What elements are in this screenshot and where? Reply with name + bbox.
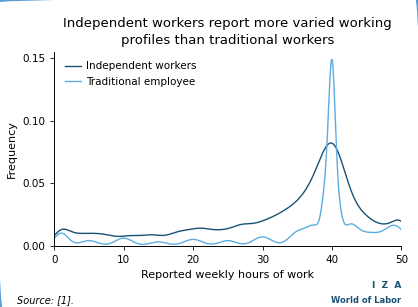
- Independent workers: [328, 141, 333, 145]
- Traditional employee: [399, 228, 404, 231]
- Traditional employee: [329, 57, 334, 61]
- Traditional employee: [212, 242, 217, 246]
- Text: World of Labor: World of Labor: [331, 296, 401, 305]
- Independent workers: [69, 230, 74, 234]
- Line: Traditional employee: Traditional employee: [54, 59, 401, 244]
- X-axis label: Reported weekly hours of work: Reported weekly hours of work: [141, 270, 314, 280]
- Line: Independent workers: Independent workers: [54, 143, 401, 236]
- Independent workers: [212, 228, 217, 231]
- Traditional employee: [389, 224, 394, 227]
- Traditional employee: [221, 239, 226, 243]
- Independent workers: [325, 143, 330, 146]
- Traditional employee: [325, 127, 330, 130]
- Text: I  Z  A: I Z A: [372, 281, 401, 290]
- Traditional employee: [389, 224, 394, 227]
- Independent workers: [52, 234, 57, 237]
- Traditional employee: [52, 236, 57, 240]
- Y-axis label: Frequency: Frequency: [7, 120, 17, 178]
- Traditional employee: [140, 243, 145, 246]
- Legend: Independent workers, Traditional employee: Independent workers, Traditional employe…: [63, 59, 199, 89]
- Text: Source: [1].: Source: [1].: [17, 295, 74, 305]
- Independent workers: [221, 227, 226, 231]
- Independent workers: [389, 220, 394, 224]
- Independent workers: [116, 235, 121, 238]
- Traditional employee: [69, 239, 74, 243]
- Independent workers: [389, 220, 394, 224]
- Independent workers: [399, 220, 404, 223]
- Title: Independent workers report more varied working
profiles than traditional workers: Independent workers report more varied w…: [64, 17, 392, 47]
